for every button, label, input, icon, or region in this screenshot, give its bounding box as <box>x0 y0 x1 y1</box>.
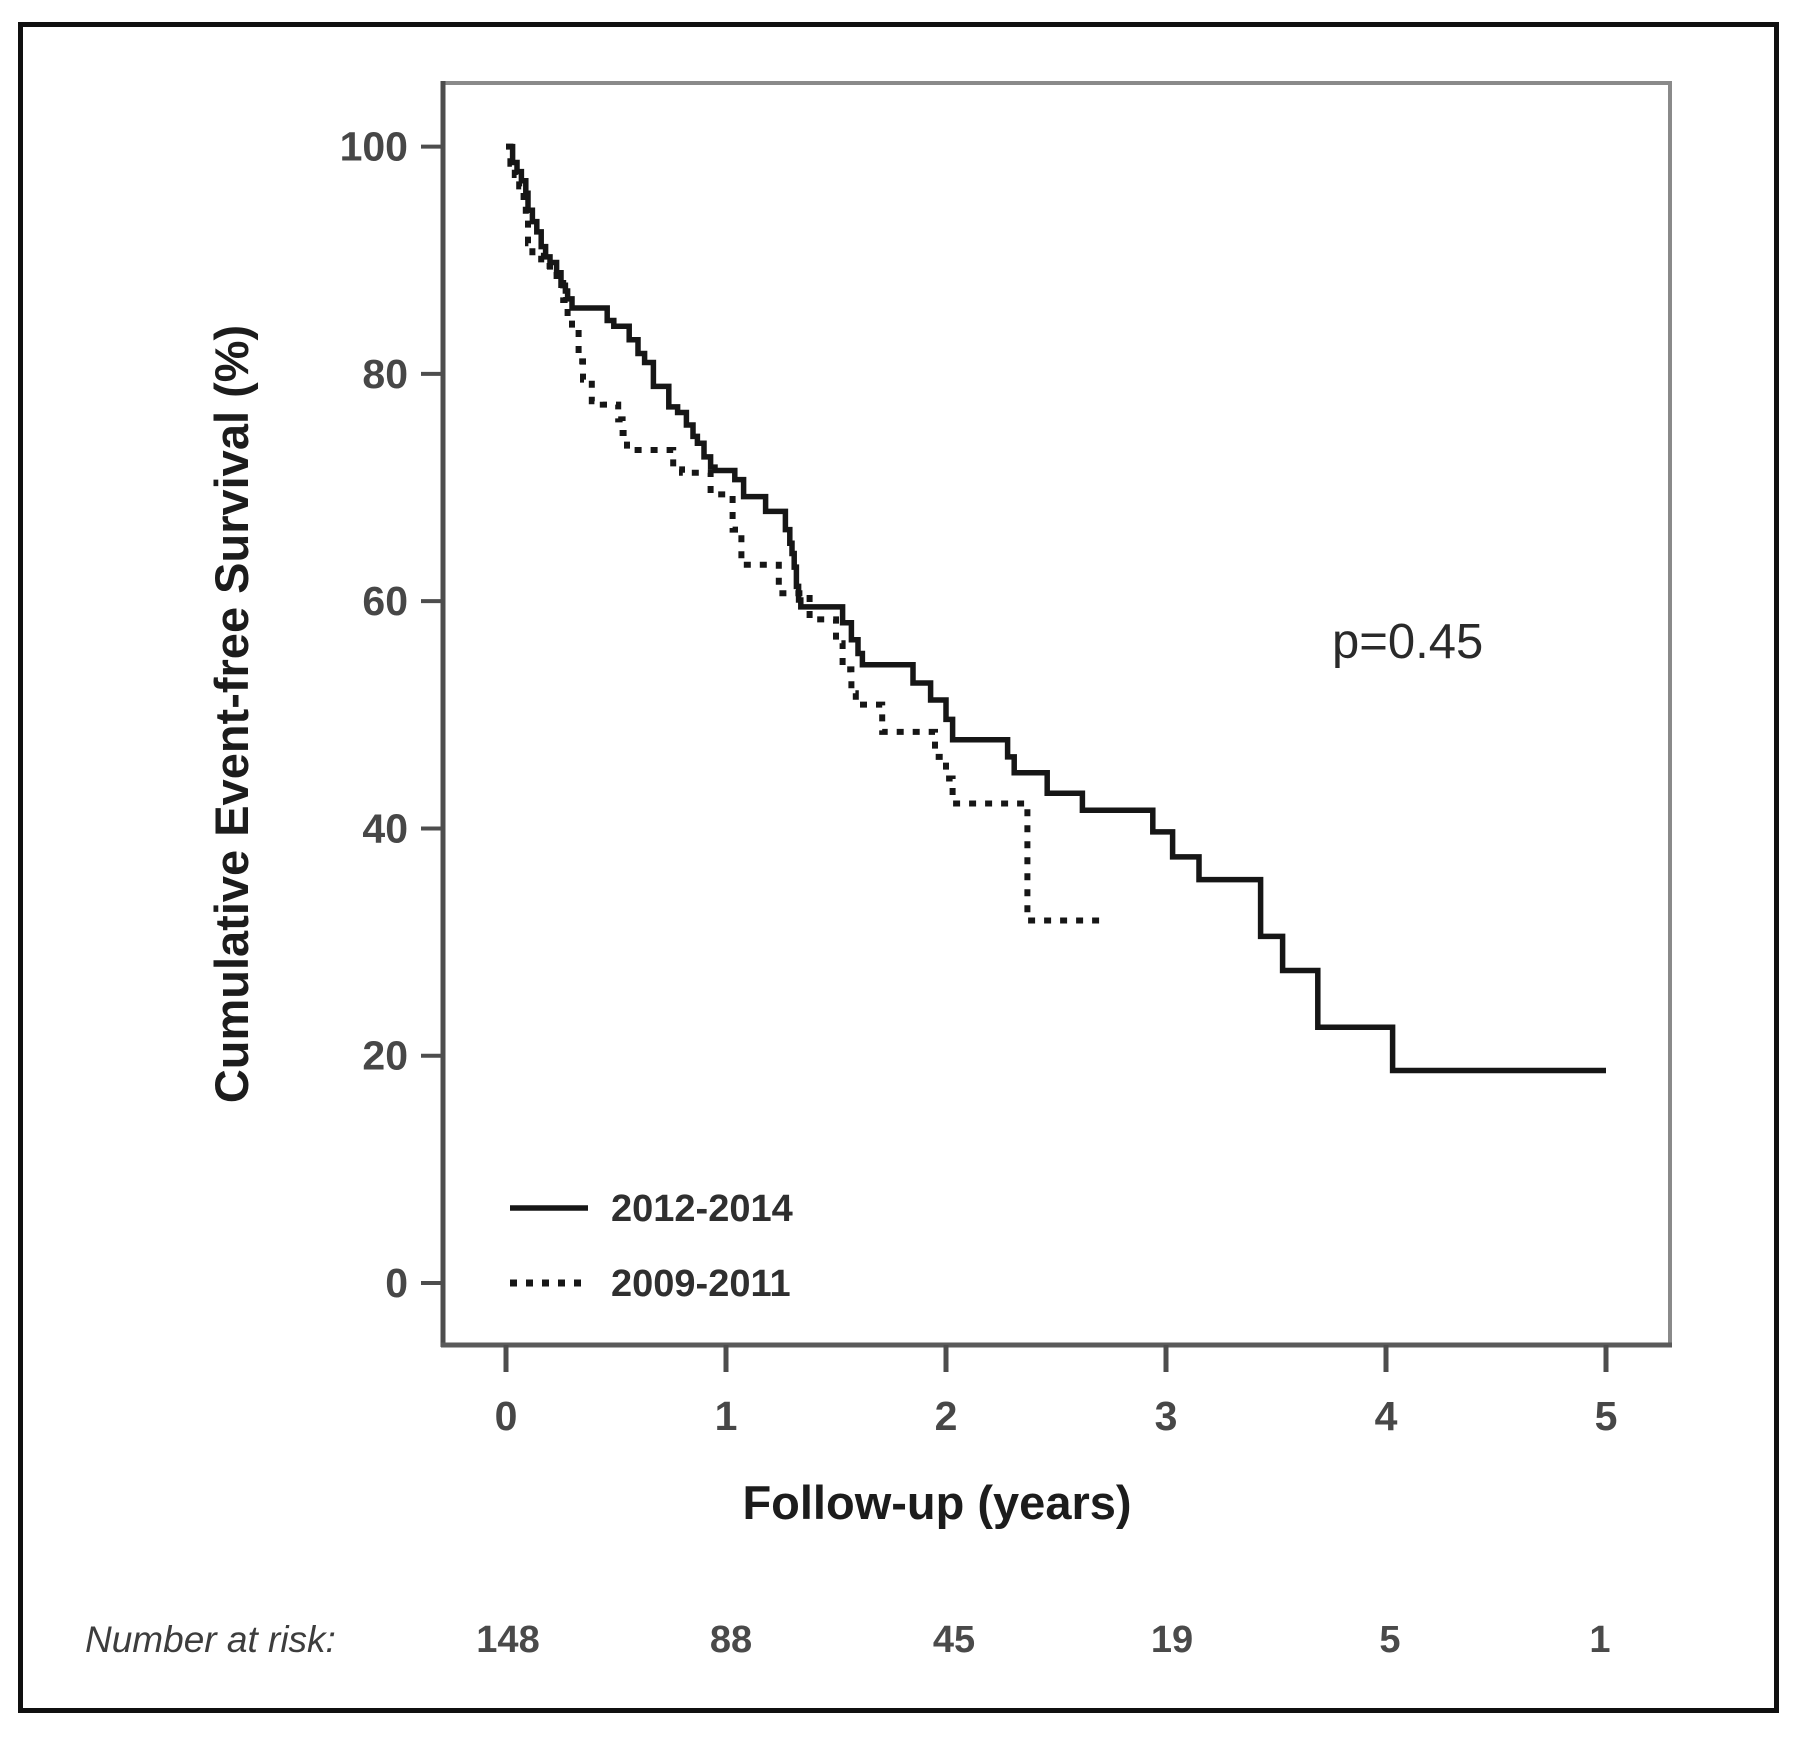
figure-border <box>18 22 1779 1713</box>
survival-curve-2009-2011 <box>506 143 1105 924</box>
survival-curve-2012-2014 <box>506 143 1606 1074</box>
y-axis-title: Cumulative Event-free Survival (%) <box>205 325 258 1103</box>
number-at-risk-value: 45 <box>933 1619 975 1661</box>
x-tick-label: 2 <box>935 1393 958 1439</box>
p-value-annotation: p=0.45 <box>1332 615 1483 669</box>
x-tick-label: 0 <box>495 1393 518 1439</box>
y-tick-label: 100 <box>340 124 408 170</box>
number-at-risk-value: 1 <box>1589 1619 1610 1661</box>
y-tick-label: 40 <box>362 805 408 851</box>
x-axis-title: Follow-up (years) <box>742 1476 1131 1529</box>
y-tick-label: 60 <box>362 578 408 624</box>
number-at-risk-value: 88 <box>710 1619 752 1661</box>
x-tick-label: 4 <box>1375 1393 1398 1439</box>
number-at-risk-label: Number at risk: <box>85 1619 336 1660</box>
y-tick-label: 0 <box>385 1260 408 1306</box>
legend: 2012-2014 2009-2011 <box>510 1188 793 1305</box>
number-at-risk-value: 5 <box>1379 1619 1400 1661</box>
x-tick-label: 1 <box>715 1393 738 1439</box>
y-tick-label: 20 <box>362 1033 408 1079</box>
curves-layer <box>506 143 1606 1074</box>
y-tick-label: 80 <box>362 351 408 397</box>
number-at-risk-value: 19 <box>1151 1619 1193 1661</box>
x-tick-label: 5 <box>1595 1393 1618 1439</box>
legend-label: 2012-2014 <box>611 1188 793 1230</box>
number-at-risk-value: 148 <box>476 1619 539 1661</box>
x-tick-label: 3 <box>1155 1393 1178 1439</box>
number-at-risk-row: 148 88 45 19 5 1 <box>476 1619 1610 1661</box>
ticks-layer: 0 20 40 60 80 100 0 1 2 3 4 5 <box>340 124 1618 1439</box>
legend-label: 2009-2011 <box>611 1263 791 1305</box>
plot-box <box>440 81 1672 1348</box>
